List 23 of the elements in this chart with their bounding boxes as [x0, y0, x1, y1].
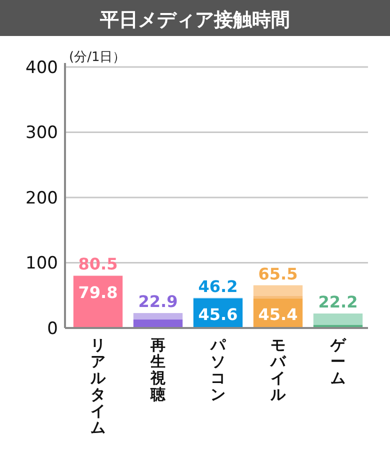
bar: [253, 285, 303, 296]
data-label: 79.8: [78, 282, 118, 302]
total-label: 46.2: [198, 276, 238, 296]
bar: [133, 313, 183, 320]
y-tick-label: 100: [26, 254, 58, 274]
chart-title: 平日メディア接触時間: [99, 9, 290, 31]
y-tick-label: 200: [26, 188, 58, 208]
data-label: 45.4: [258, 305, 298, 324]
total-label: 80.5: [78, 254, 118, 274]
y-tick-label: 400: [26, 58, 58, 78]
x-tick-label: ゲーム: [330, 336, 346, 387]
y-tick-label: 300: [26, 123, 58, 144]
x-tick-label: モバイル: [270, 336, 286, 404]
data-label: 45.6: [198, 305, 238, 324]
bar: [313, 314, 363, 325]
y-axis-title: (分/1日）: [69, 50, 126, 65]
total-label: 22.9: [138, 292, 178, 312]
total-label: 65.5: [258, 264, 298, 284]
total-label: 22.2: [318, 292, 358, 312]
y-tick-label: 0: [47, 318, 58, 339]
x-tick-label: パソコン: [210, 336, 226, 404]
x-tick-label: リアルタイム: [90, 336, 106, 436]
x-tick-label: 再生視聴: [150, 336, 166, 404]
